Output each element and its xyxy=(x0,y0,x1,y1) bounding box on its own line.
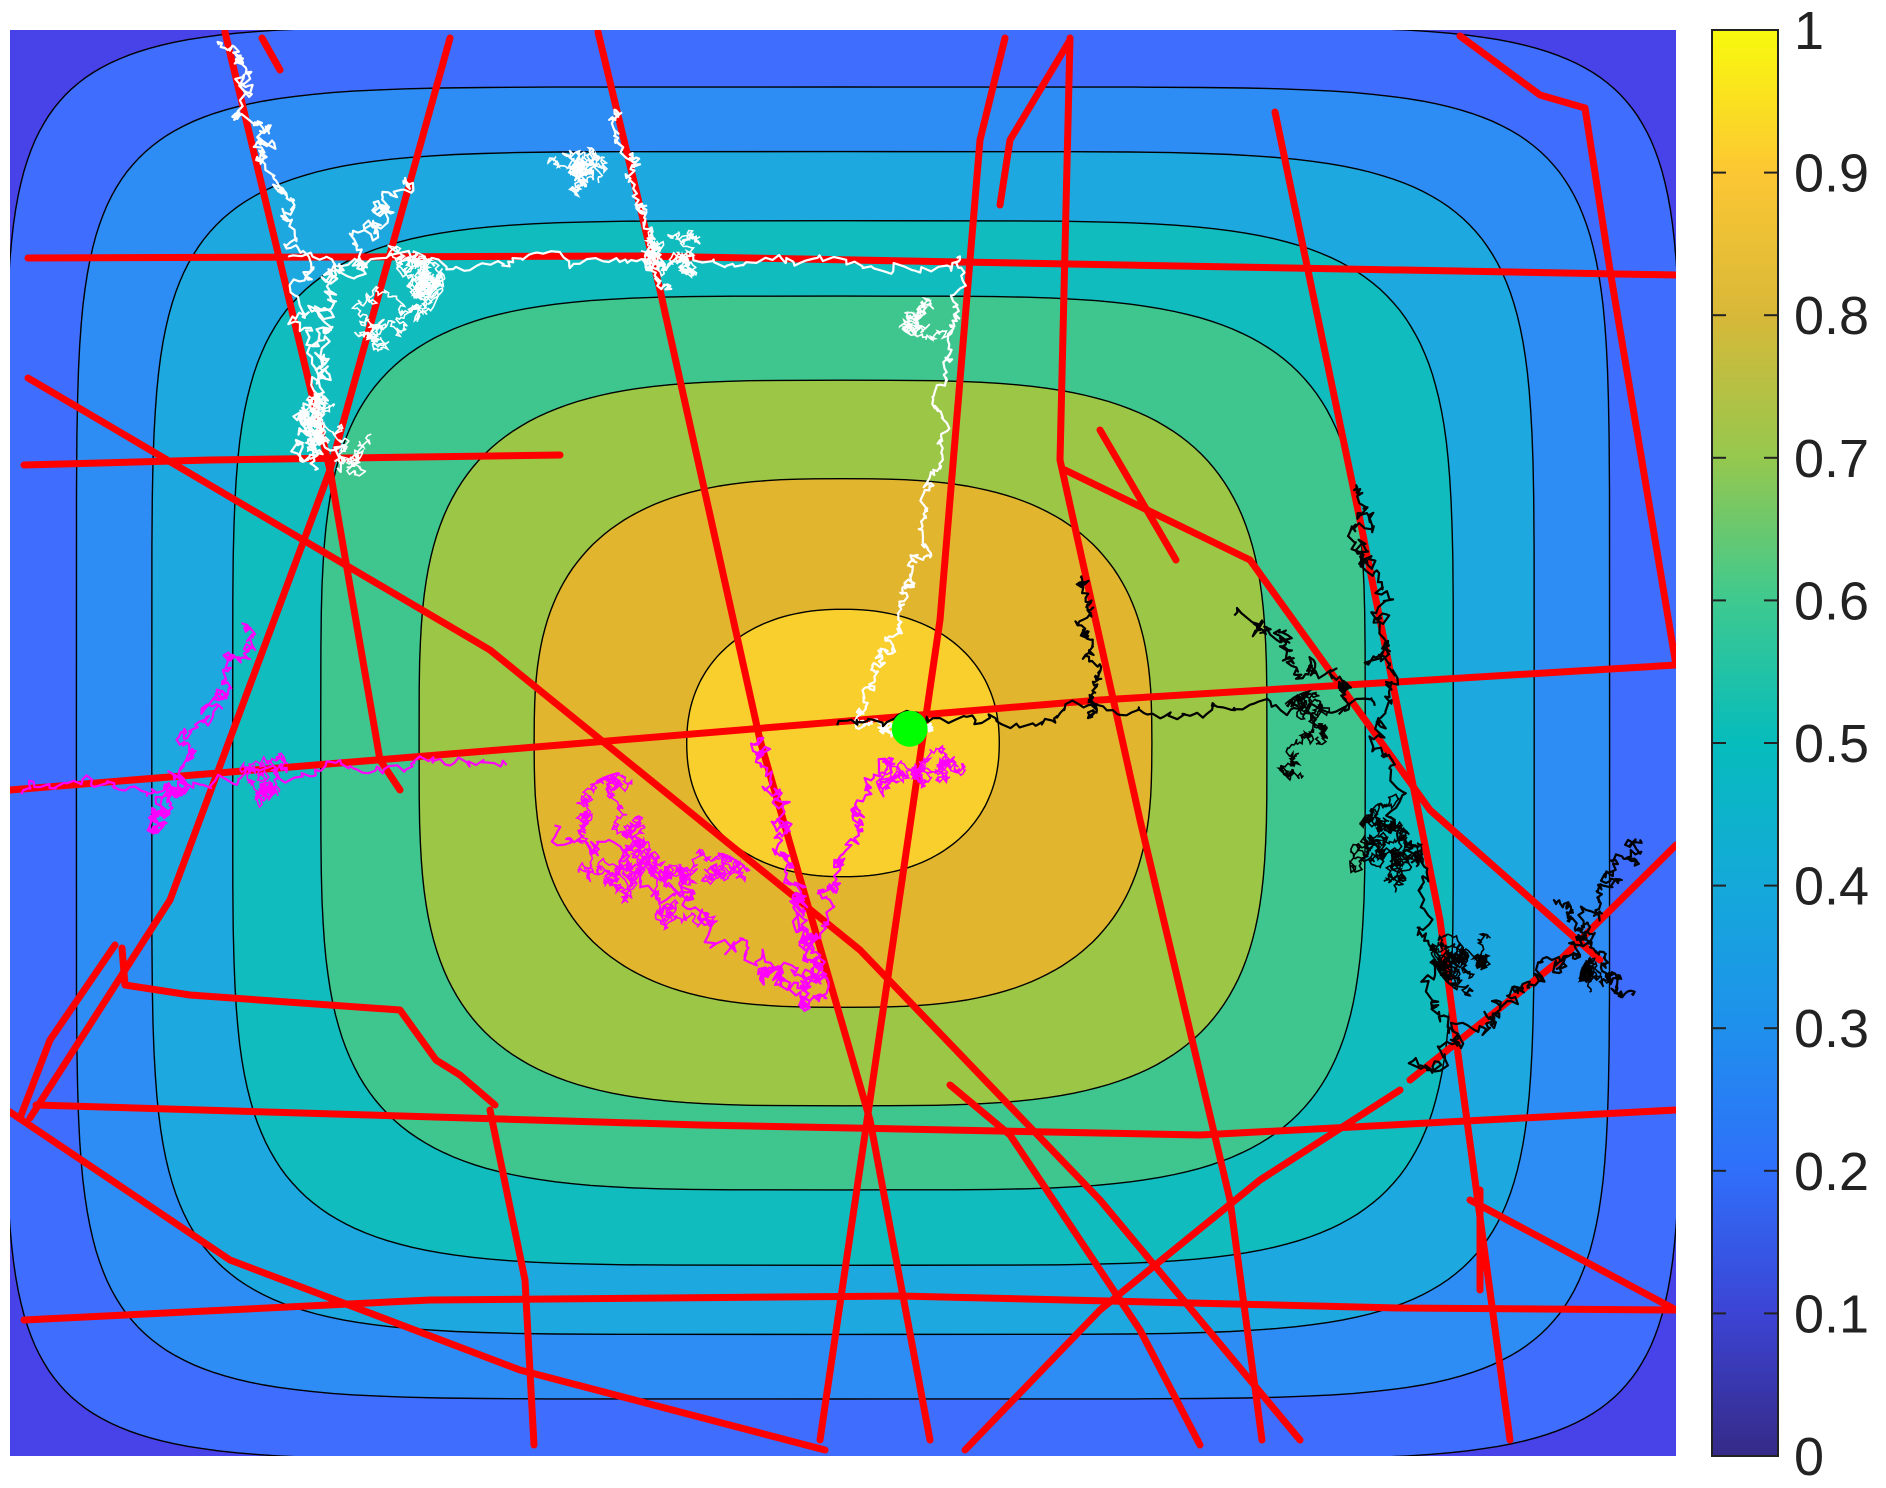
colorbar-tick-label: 0.4 xyxy=(1794,857,1869,917)
red-line-2 xyxy=(20,451,564,469)
walk-3-cluster-1 xyxy=(1276,689,1331,782)
red-line-25 xyxy=(258,34,284,74)
colorbar-tick-label: 0.2 xyxy=(1794,1142,1869,1202)
red-line-14 xyxy=(24,374,1304,1444)
colorbar: 0 0.1 0.2 0.3 0.4 0.5 0.6 0.7 0.8 0.9 1 xyxy=(1711,1,1869,1487)
walk-1-segment-1 xyxy=(216,40,342,474)
random-walk-overlay xyxy=(20,40,1643,1074)
red-line-9 xyxy=(816,34,1009,1444)
colorbar-tick-label: 1 xyxy=(1794,1,1824,61)
red-line-1 xyxy=(24,252,1676,279)
walk-3-segment-2 xyxy=(1074,575,1103,720)
red-line-11 xyxy=(1056,34,1266,1444)
walk-3-segment-3 xyxy=(1346,483,1455,1034)
red-line-16 xyxy=(10,1108,829,1454)
walk-1-cluster-2 xyxy=(298,392,372,477)
walk-1-cluster-5 xyxy=(898,297,954,342)
walk-1-segment-2 xyxy=(290,176,415,472)
walk-2-segment-5 xyxy=(807,757,893,964)
red-line-20 xyxy=(961,1086,1404,1454)
colorbar-tick-label: 0.8 xyxy=(1794,286,1869,346)
contour-plot xyxy=(10,30,1676,1456)
walk-2-cluster-1 xyxy=(239,752,289,809)
walk-1-segment-3 xyxy=(287,249,960,275)
colorbar-tick-label: 0.3 xyxy=(1794,999,1869,1059)
red-line-26 xyxy=(1096,426,1180,564)
walk-3-cluster-4 xyxy=(1577,956,1613,993)
colorbar-tick-label: 0.6 xyxy=(1794,571,1869,631)
colorbar-tick-label: 0.1 xyxy=(1794,1284,1869,1344)
walk-2-cluster-2 xyxy=(575,772,667,905)
walk-3-segment-5 xyxy=(1407,838,1643,1074)
red-line-12 xyxy=(1271,108,1514,1444)
walk-1-segment-4 xyxy=(608,108,673,291)
walk-3-cluster-3 xyxy=(1430,932,1492,997)
random-walk-2 xyxy=(20,622,967,1012)
colorbar-tick-label: 0.5 xyxy=(1794,714,1869,774)
red-line-19 xyxy=(946,1081,1204,1449)
colorbar-ticks: 0 0.1 0.2 0.3 0.4 0.5 0.6 0.7 0.8 0.9 1 xyxy=(1712,1,1869,1487)
walk-2-cluster-3 xyxy=(648,848,751,931)
walk-3-segment-6 xyxy=(1552,899,1636,999)
red-line-21 xyxy=(16,941,119,1122)
random-walk-3 xyxy=(836,483,1643,1074)
red-line-18 xyxy=(486,1106,538,1449)
walk-2-segment-3 xyxy=(550,824,828,1012)
random-walk-1 xyxy=(216,40,967,738)
red-line-10 xyxy=(996,36,1074,209)
walk-1-cluster-3 xyxy=(547,146,609,198)
walk-2-cluster-4 xyxy=(875,744,967,799)
colorbar-tick-label: 0 xyxy=(1794,1427,1824,1487)
red-line-4 xyxy=(32,1101,1676,1139)
colorbar-tick-label: 0.7 xyxy=(1794,429,1869,489)
colorbar-tick-label: 0.9 xyxy=(1794,144,1869,204)
walk-2-segment-2 xyxy=(146,622,257,835)
red-line-17 xyxy=(118,944,499,1109)
contour-band-0.9 xyxy=(685,608,1001,878)
red-line-6 xyxy=(221,30,404,794)
red-line-overlay xyxy=(10,30,1676,1454)
walk-3-cluster-2 xyxy=(1349,793,1424,893)
walk-3-segment-4 xyxy=(1233,606,1352,716)
red-line-22 xyxy=(1466,1196,1676,1314)
walk-3-segment-1 xyxy=(836,697,1376,730)
start-point xyxy=(891,710,928,747)
walk-1-cluster-4 xyxy=(640,227,701,279)
walk-1-segment-5 xyxy=(854,255,967,722)
red-line-13 xyxy=(1456,32,1676,669)
walk-1-cluster-1 xyxy=(350,244,446,352)
